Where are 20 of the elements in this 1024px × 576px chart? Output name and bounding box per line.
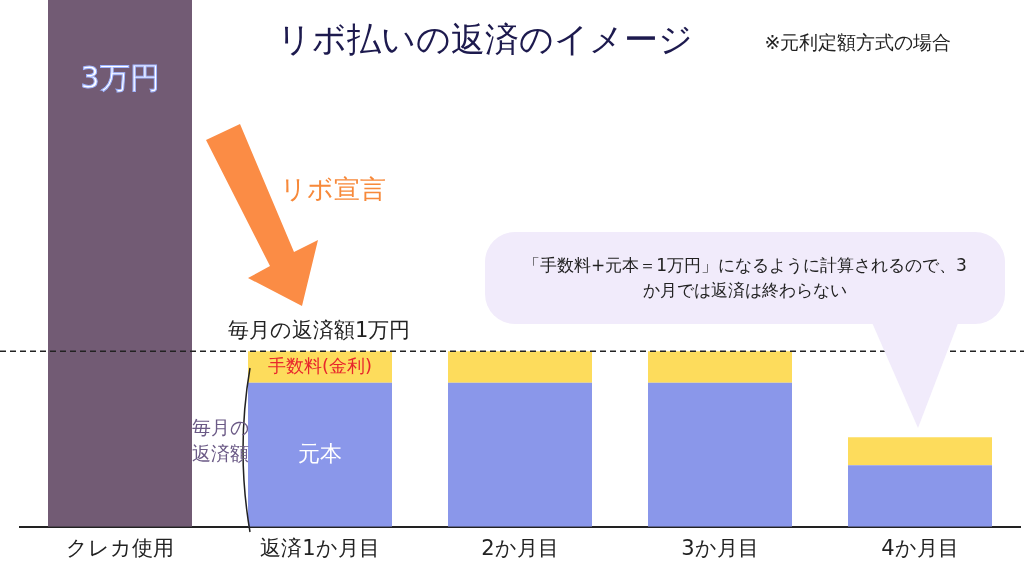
- x-tick-label: 2か月目: [481, 535, 559, 560]
- series-label: 手数料(金利): [267, 354, 373, 376]
- bar: [48, 0, 192, 527]
- bar: [248, 382, 392, 527]
- x-tick-label: 返済1か月目: [260, 535, 380, 560]
- bar: [448, 382, 592, 527]
- bar: [848, 437, 992, 466]
- text: ※元利定額方式の場合: [764, 30, 952, 53]
- x-tick-label: 4か月目: [881, 535, 959, 560]
- x-tick-label: クレカ使用: [66, 535, 174, 560]
- bar: [648, 351, 792, 383]
- ref-line-label: 毎月の返済額1万円: [228, 317, 411, 342]
- series-label: 元本: [298, 440, 342, 466]
- bar: [648, 382, 792, 527]
- data-label: 3万円: [80, 59, 160, 95]
- text: リボ払いの返済のイメージ: [277, 18, 693, 59]
- bar: [848, 465, 992, 527]
- x-tick-label: 3か月目: [681, 535, 759, 560]
- bar: [448, 351, 592, 383]
- annotation: リボ宣言: [280, 173, 386, 206]
